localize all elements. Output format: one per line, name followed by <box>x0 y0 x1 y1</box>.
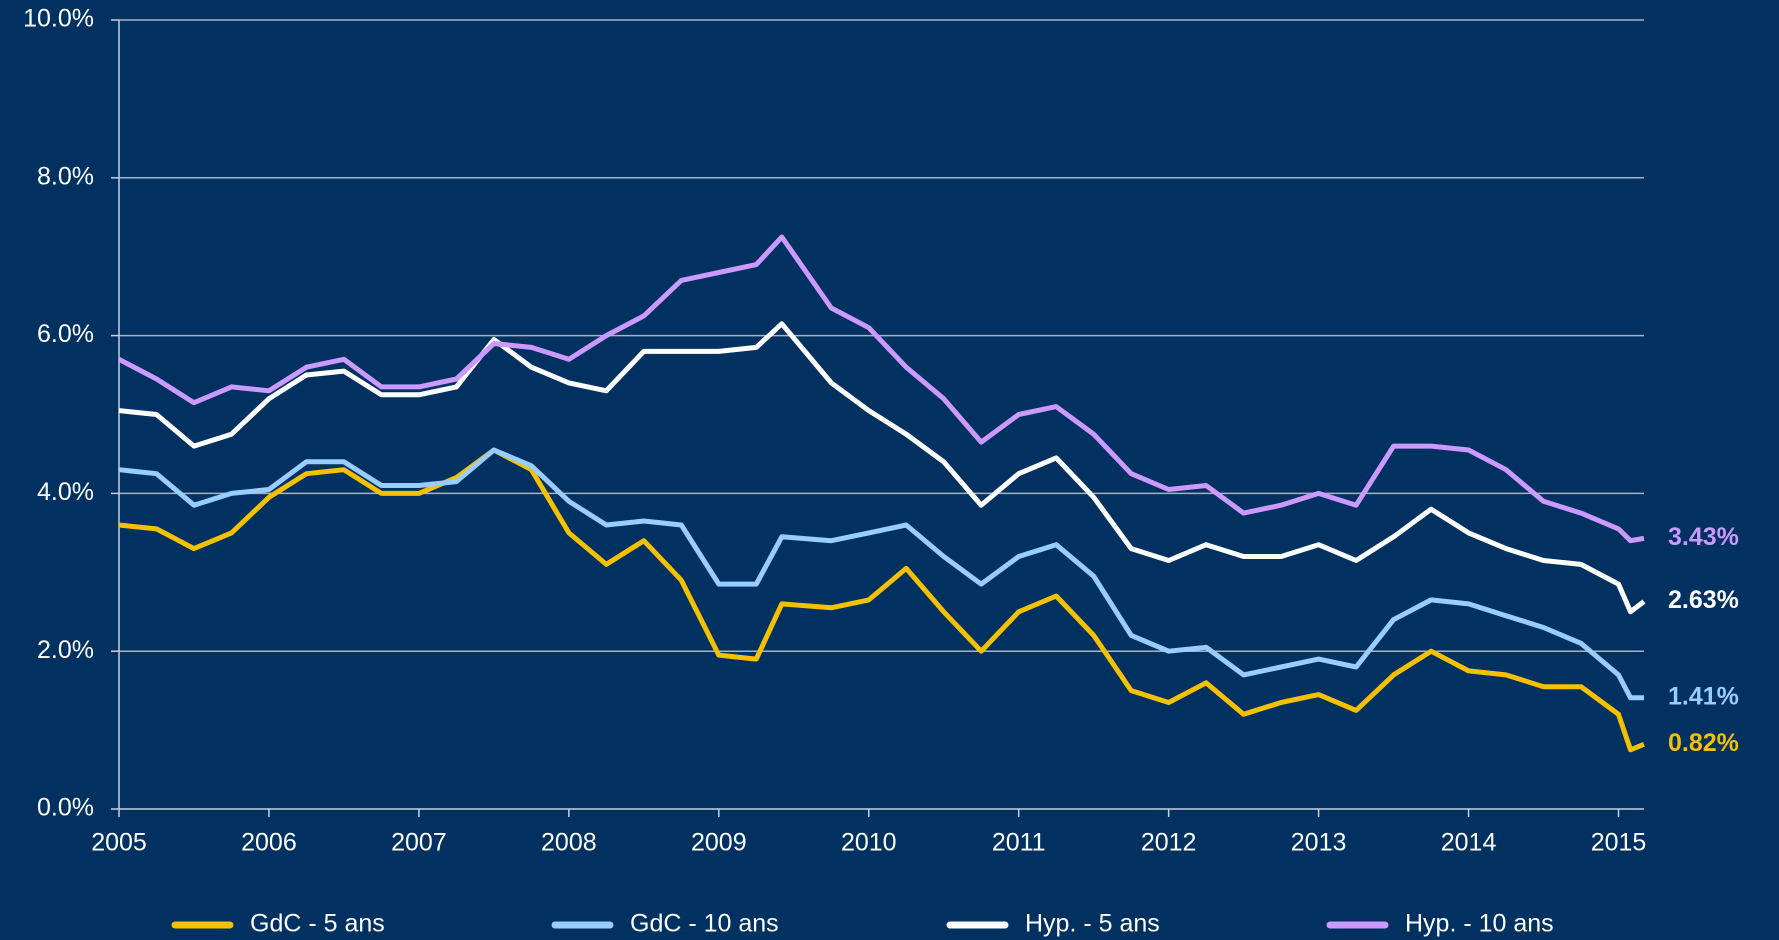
legend-label: Hyp. - 10 ans <box>1405 910 1554 938</box>
y-tick-label: 6.0% <box>37 320 94 348</box>
x-tick-label: 2005 <box>91 829 147 857</box>
series-line <box>118 321 1646 615</box>
legend-label: GdC - 5 ans <box>250 910 385 938</box>
legend-label: Hyp. - 5 ans <box>1025 910 1160 938</box>
end-label: 0.82% <box>1668 729 1739 757</box>
end-label: 3.43% <box>1668 523 1739 551</box>
y-tick-label: 4.0% <box>37 478 94 506</box>
x-tick-label: 2012 <box>1141 829 1197 857</box>
y-tick-label: 10.0% <box>23 5 94 33</box>
x-tick-label: 2015 <box>1591 829 1647 857</box>
x-tick-label: 2007 <box>391 829 447 857</box>
y-tick-label: 0.0% <box>37 794 94 822</box>
x-tick-label: 2008 <box>541 829 597 857</box>
end-label: 2.63% <box>1668 586 1739 614</box>
y-tick-label: 8.0% <box>37 162 94 190</box>
series-line <box>118 447 1645 753</box>
x-tick-label: 2010 <box>841 829 897 857</box>
x-tick-label: 2006 <box>241 829 297 857</box>
legend-label: GdC - 10 ans <box>630 910 779 938</box>
x-tick-label: 2009 <box>691 829 747 857</box>
y-tick-label: 2.0% <box>37 636 94 664</box>
x-tick-label: 2014 <box>1441 829 1497 857</box>
x-tick-label: 2011 <box>992 829 1046 857</box>
series-line <box>118 447 1644 701</box>
x-tick-label: 2013 <box>1291 829 1347 857</box>
series-line <box>117 234 1645 544</box>
end-label: 1.41% <box>1668 682 1739 710</box>
